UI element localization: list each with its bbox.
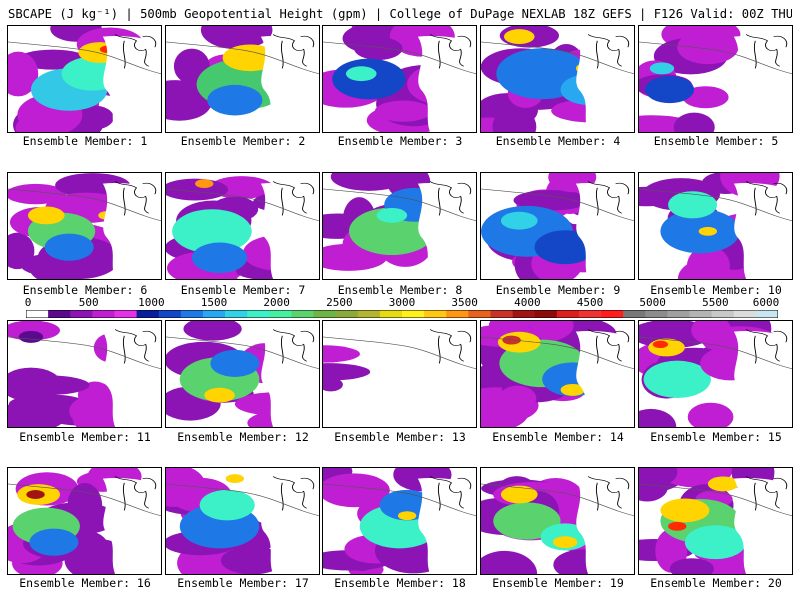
colorbar-segment xyxy=(645,310,668,318)
ensemble-member-13-label: Ensemble Member: 13 xyxy=(334,430,466,444)
ensemble-member-2-map xyxy=(165,25,320,133)
ensemble-member-7-label: Ensemble Member: 7 xyxy=(180,283,306,297)
colorbar-tick-label: 1500 xyxy=(200,296,228,309)
colorbar-segment xyxy=(247,310,270,318)
colorbar-tick-labels: 0 500 1000 1500 2000 2500 3000 3500 4000 4500 5000… xyxy=(0,296,800,310)
colorbar-segment xyxy=(534,310,558,318)
ensemble-member-17-label: Ensemble Member: 17 xyxy=(177,576,309,590)
colorbar-segment xyxy=(357,310,381,318)
colorbar-segment xyxy=(225,310,248,318)
colorbar-tick-label: 3000 xyxy=(388,296,416,309)
ensemble-member-6-map xyxy=(7,172,162,280)
ensemble-member-19-map xyxy=(480,467,635,575)
ensemble-member-11-label: Ensemble Member: 11 xyxy=(19,430,151,444)
ensemble-member-8-map xyxy=(322,172,477,280)
ensemble-member-5-map xyxy=(638,25,793,133)
ensemble-member-16-map xyxy=(7,467,162,575)
colorbar-segment xyxy=(158,310,182,318)
colorbar-segment xyxy=(512,310,536,318)
colorbar-segment xyxy=(379,310,403,318)
ensemble-member-1-map xyxy=(7,25,162,133)
colorbar-segment xyxy=(269,310,292,318)
colorbar-segment xyxy=(92,310,115,318)
colorbar-tick-label: 5000 xyxy=(639,296,666,309)
ensemble-member-7-map xyxy=(165,172,320,280)
ensemble-member-8-label: Ensemble Member: 8 xyxy=(337,283,463,297)
colorbar-segment xyxy=(313,310,336,318)
colorbar-segment xyxy=(601,310,624,318)
ensemble-member-15-label: Ensemble Member: 15 xyxy=(650,430,782,444)
ensemble-member-14-map xyxy=(480,320,635,428)
colorbar-segment xyxy=(755,310,778,318)
ensemble-member-9-map xyxy=(480,172,635,280)
ensemble-member-13-map xyxy=(322,320,477,428)
ensemble-member-17-map xyxy=(165,467,320,575)
ensemble-member-3-map xyxy=(322,25,477,133)
colorbar-tick-label: 2500 xyxy=(326,296,353,309)
ensemble-member-2-label: Ensemble Member: 2 xyxy=(180,134,306,148)
colorbar-segment xyxy=(490,310,513,318)
ensemble-member-16-label: Ensemble Member: 16 xyxy=(19,576,151,590)
ensemble-member-5-label: Ensemble Member: 5 xyxy=(653,134,779,148)
ensemble-member-1-label: Ensemble Member: 1 xyxy=(22,134,148,148)
colorbar-segment xyxy=(446,310,469,318)
colorbar-tick-label: 4500 xyxy=(576,296,604,309)
colorbar-segment xyxy=(468,310,491,318)
ensemble-member-10-map xyxy=(638,172,793,280)
colorbar-tick-label: 0 xyxy=(24,296,32,309)
ensemble-member-9-label: Ensemble Member: 9 xyxy=(495,283,621,297)
ensemble-member-19-label: Ensemble Member: 19 xyxy=(492,576,624,590)
colorbar-segment xyxy=(136,310,160,318)
map-title: SBCAPE (J kg⁻¹) | 500mb Geopotential Hei… xyxy=(8,7,792,21)
colorbar-segment xyxy=(733,310,757,318)
colorbar-segment xyxy=(667,310,690,318)
ensemble-member-12-label: Ensemble Member: 12 xyxy=(177,430,309,444)
colorbar-segment xyxy=(578,310,602,318)
colorbar xyxy=(26,310,778,318)
colorbar-tick-label: 3500 xyxy=(451,296,478,309)
colorbar-segment xyxy=(424,310,447,318)
ensemble-member-18-label: Ensemble Member: 18 xyxy=(334,576,466,590)
colorbar-segment xyxy=(711,310,735,318)
colorbar-tick-label: 5500 xyxy=(702,296,729,309)
ensemble-member-6-label: Ensemble Member: 6 xyxy=(22,283,148,297)
ensemble-member-20-map xyxy=(638,467,793,575)
ensemble-member-18-map xyxy=(322,467,477,575)
ensemble-member-20-label: Ensemble Member: 20 xyxy=(650,576,782,590)
ensemble-member-14-label: Ensemble Member: 14 xyxy=(492,430,624,444)
colorbar-tick-label: 4000 xyxy=(514,296,541,309)
colorbar-segment xyxy=(48,310,71,318)
colorbar-segment xyxy=(180,310,204,318)
colorbar-tick-label: 1000 xyxy=(138,296,165,309)
ensemble-member-3-label: Ensemble Member: 3 xyxy=(337,134,463,148)
ensemble-member-11-map xyxy=(7,320,162,428)
ensemble-member-4-label: Ensemble Member: 4 xyxy=(495,134,621,148)
colorbar-segment xyxy=(689,310,712,318)
colorbar-tick-label: 6000 xyxy=(752,296,780,309)
colorbar-tick-label: 500 xyxy=(78,296,99,309)
colorbar-tick-label: 2000 xyxy=(263,296,290,309)
colorbar-segment xyxy=(291,310,314,318)
colorbar-segment xyxy=(26,310,49,318)
ensemble-member-15-map xyxy=(638,320,793,428)
colorbar-segment xyxy=(70,310,93,318)
colorbar-segment xyxy=(114,310,137,318)
colorbar-segment xyxy=(402,310,425,318)
colorbar-segment xyxy=(623,310,646,318)
ensemble-member-10-label: Ensemble Member: 10 xyxy=(650,283,782,297)
colorbar-segment xyxy=(335,310,359,318)
ensemble-member-12-map xyxy=(165,320,320,428)
colorbar-segment xyxy=(202,310,226,318)
colorbar-segment xyxy=(556,310,580,318)
ensemble-member-4-map xyxy=(480,25,635,133)
